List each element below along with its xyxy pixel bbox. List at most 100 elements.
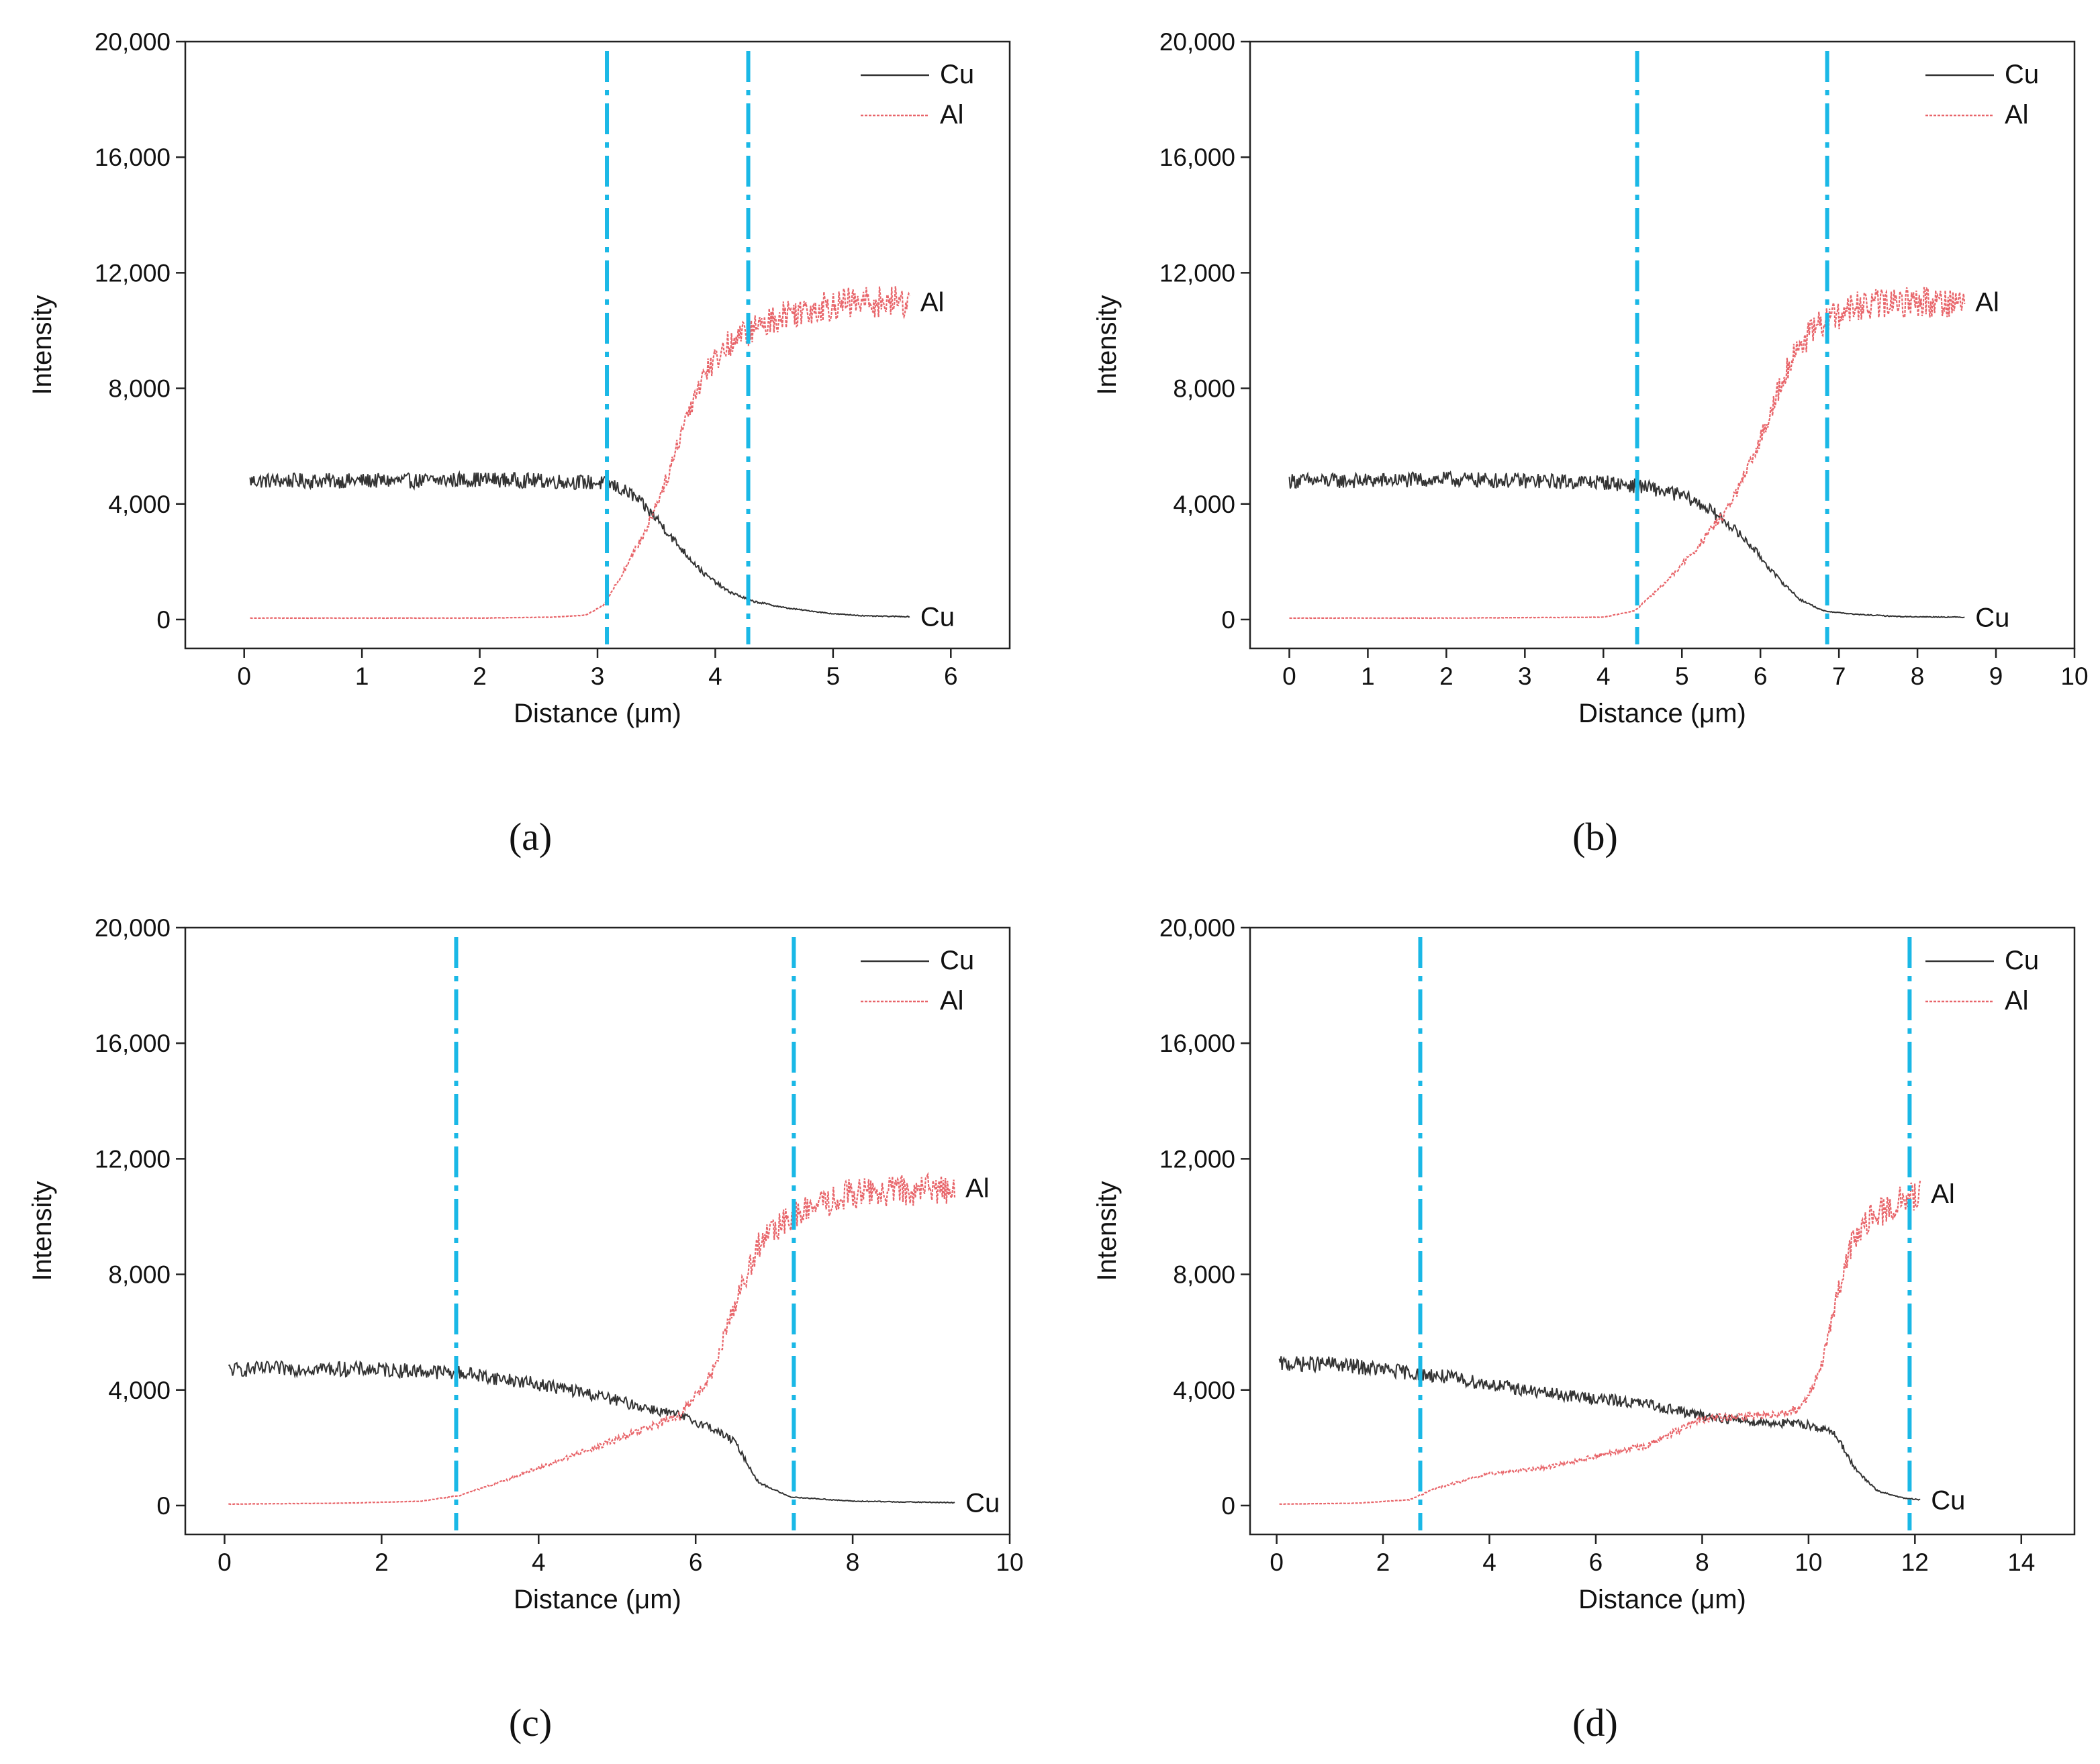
x-tick-label: 6 bbox=[689, 1549, 703, 1576]
x-axis-title: Distance (μm) bbox=[1578, 1585, 1746, 1614]
x-tick-label: 2 bbox=[1439, 663, 1453, 690]
y-tick-label: 20,000 bbox=[95, 914, 171, 942]
y-axis-title: Intensity bbox=[28, 1181, 57, 1281]
x-tick-label: 8 bbox=[1911, 663, 1925, 690]
panel-b: 0 4,000 8,000 12,000 16,000 20,000 0 1 2 3 4 5 6 7 8 9 1… bbox=[1092, 28, 2089, 859]
y-tick-label: 20,000 bbox=[1159, 914, 1235, 942]
x-tick-label: 6 bbox=[944, 663, 958, 690]
y-tick-label: 20,000 bbox=[95, 28, 171, 56]
y-tick-label: 4,000 bbox=[108, 1377, 171, 1404]
x-tick-label: 5 bbox=[1675, 663, 1689, 690]
x-tick-label: 1 bbox=[355, 663, 369, 690]
cu-end-label: Cu bbox=[920, 603, 955, 632]
y-tick-label: 0 bbox=[156, 1492, 171, 1520]
al-profile-line bbox=[250, 286, 910, 620]
plot-frame bbox=[1249, 40, 2076, 650]
panel-a: 0 4,000 8,000 12,000 16,000 20,000 0 1 2 3 4 5 6 Dist… bbox=[28, 28, 1011, 859]
al-end-label: Al bbox=[965, 1173, 990, 1203]
x-tick-label: 7 bbox=[1832, 663, 1846, 690]
panel-caption: (b) bbox=[1572, 815, 1618, 859]
x-tick-label: 14 bbox=[2007, 1549, 2035, 1576]
cu-profile-line bbox=[228, 1359, 955, 1504]
y-tick-label: 8,000 bbox=[1173, 375, 1235, 403]
y-tick-label: 12,000 bbox=[95, 1145, 171, 1173]
x-tick-label: 3 bbox=[591, 663, 605, 690]
y-tick-label: 16,000 bbox=[1159, 144, 1235, 171]
x-tick-label: 10 bbox=[2060, 663, 2088, 690]
cu-end-label: Cu bbox=[965, 1489, 1000, 1518]
y-tick-label: 12,000 bbox=[95, 259, 171, 287]
x-tick-label: 9 bbox=[1989, 663, 2003, 690]
x-tick-label: 5 bbox=[826, 663, 841, 690]
panel-c: 0 4,000 8,000 12,000 16,000 20,000 0 2 4 6 8 10 Dist… bbox=[28, 914, 1024, 1745]
panel-caption: (a) bbox=[509, 815, 552, 859]
x-tick-label: 0 bbox=[1270, 1549, 1284, 1576]
legend-al-label: Al bbox=[940, 100, 964, 130]
legend-cu-label: Cu bbox=[2005, 60, 2039, 89]
al-end-label: Al bbox=[1931, 1179, 1955, 1209]
y-tick-label: 4,000 bbox=[1173, 491, 1235, 518]
x-tick-label: 10 bbox=[1795, 1549, 1822, 1576]
cu-profile-line bbox=[249, 470, 910, 618]
panel-caption: (d) bbox=[1572, 1701, 1618, 1745]
x-tick-label: 2 bbox=[375, 1549, 389, 1576]
x-tick-label: 4 bbox=[1482, 1549, 1496, 1576]
plot-frame bbox=[1249, 926, 2076, 1536]
x-tick-label: 6 bbox=[1589, 1549, 1603, 1576]
x-tick-label: 12 bbox=[1901, 1549, 1929, 1576]
x-tick-label: 0 bbox=[1282, 663, 1296, 690]
x-axis-title: Distance (μm) bbox=[514, 1585, 681, 1614]
legend-al-label: Al bbox=[2005, 986, 2029, 1016]
y-tick-label: 0 bbox=[1221, 606, 1235, 634]
legend-al-label: Al bbox=[2005, 100, 2029, 130]
y-axis-title: Intensity bbox=[28, 295, 57, 395]
x-tick-label: 1 bbox=[1361, 663, 1375, 690]
x-axis-title: Distance (μm) bbox=[1578, 699, 1746, 728]
x-tick-label: 8 bbox=[1695, 1549, 1709, 1576]
y-tick-label: 12,000 bbox=[1159, 259, 1235, 287]
panel-caption: (c) bbox=[509, 1701, 552, 1745]
al-profile-line bbox=[1289, 287, 1966, 620]
legend-al-label: Al bbox=[940, 986, 964, 1016]
y-tick-label: 4,000 bbox=[1173, 1377, 1235, 1404]
al-end-label: Al bbox=[920, 287, 945, 317]
x-tick-label: 4 bbox=[532, 1549, 546, 1576]
x-tick-label: 0 bbox=[218, 1549, 232, 1576]
panel-d: 0 4,000 8,000 12,000 16,000 20,000 0 2 4 6 8 10 12 14… bbox=[1092, 914, 2076, 1745]
y-tick-label: 0 bbox=[156, 606, 171, 634]
x-tick-label: 4 bbox=[1596, 663, 1611, 690]
y-tick-label: 0 bbox=[1221, 1492, 1235, 1520]
x-axis-title: Distance (μm) bbox=[514, 699, 681, 728]
y-tick-label: 8,000 bbox=[1173, 1261, 1235, 1289]
y-tick-label: 8,000 bbox=[108, 375, 171, 403]
y-tick-label: 16,000 bbox=[95, 1030, 171, 1057]
legend-cu-label: Cu bbox=[2005, 946, 2039, 975]
y-axis-title: Intensity bbox=[1092, 295, 1122, 395]
cu-profile-line bbox=[1288, 470, 1965, 619]
x-tick-label: 3 bbox=[1518, 663, 1532, 690]
y-tick-label: 16,000 bbox=[1159, 1030, 1235, 1057]
cu-profile-line bbox=[1278, 1356, 1921, 1501]
plot-frame bbox=[184, 40, 1011, 650]
legend-cu-label: Cu bbox=[940, 946, 974, 975]
x-tick-label: 0 bbox=[237, 663, 251, 690]
x-tick-label: 6 bbox=[1754, 663, 1768, 690]
y-tick-label: 4,000 bbox=[108, 491, 171, 518]
x-tick-label: 10 bbox=[996, 1549, 1023, 1576]
x-tick-label: 2 bbox=[473, 663, 487, 690]
y-axis-title: Intensity bbox=[1092, 1181, 1122, 1281]
y-tick-label: 8,000 bbox=[108, 1261, 171, 1289]
y-tick-label: 12,000 bbox=[1159, 1145, 1235, 1173]
cu-end-label: Cu bbox=[1975, 603, 2009, 633]
x-tick-label: 4 bbox=[708, 663, 722, 690]
legend-cu-label: Cu bbox=[940, 60, 974, 89]
x-tick-label: 2 bbox=[1376, 1549, 1390, 1576]
cu-end-label: Cu bbox=[1931, 1485, 1965, 1515]
al-end-label: Al bbox=[1975, 287, 1999, 317]
y-tick-label: 20,000 bbox=[1159, 28, 1235, 56]
x-tick-label: 8 bbox=[846, 1549, 860, 1576]
al-profile-line bbox=[1279, 1180, 1921, 1506]
y-tick-label: 16,000 bbox=[95, 144, 171, 171]
plot-frame bbox=[184, 926, 1011, 1536]
